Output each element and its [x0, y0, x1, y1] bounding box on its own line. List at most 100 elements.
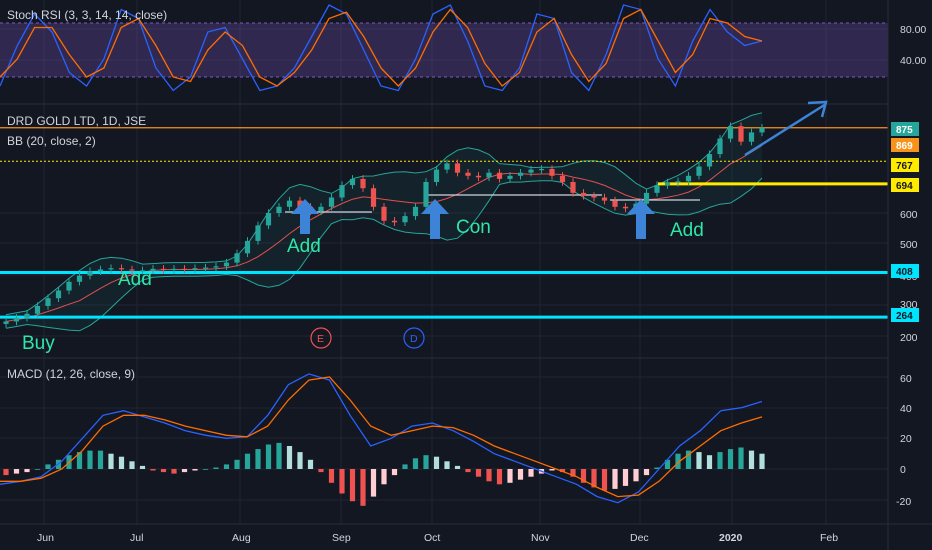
- price-tag-694: 694: [891, 178, 919, 192]
- stoch-rsi-pane[interactable]: Stoch RSI (3, 3, 14, 14, close) 80.00 40…: [0, 4, 926, 92]
- x-tick-dec: Dec: [630, 532, 649, 544]
- candle: [759, 124, 765, 137]
- price-tag-869: 869: [891, 138, 919, 152]
- dividend-event-marker[interactable]: D: [403, 327, 425, 349]
- candle: [276, 203, 282, 217]
- macd-histogram-bar: [664, 459, 671, 469]
- macd-histogram-bar: [87, 450, 93, 469]
- annotation-add: Add: [118, 269, 152, 290]
- price-tag-408: 408: [891, 264, 919, 278]
- bollinger-basis-line: [5, 144, 763, 322]
- macd-histogram-bar: [118, 456, 125, 469]
- macd-histogram-bar: [412, 458, 419, 469]
- candlesticks[interactable]: [3, 122, 765, 328]
- candle: [507, 172, 513, 183]
- candle: [370, 184, 377, 211]
- svg-text:875: 875: [896, 125, 913, 136]
- macd-histogram-bar: [402, 464, 408, 469]
- candle: [318, 203, 324, 216]
- x-tick-jul: Jul: [130, 532, 143, 544]
- macd-histogram-bar: [97, 450, 104, 469]
- candle: [591, 192, 597, 202]
- candle: [570, 178, 576, 197]
- macd-tick-minus-20: -20: [896, 496, 911, 508]
- svg-text:264: 264: [896, 311, 913, 322]
- candle: [538, 165, 545, 174]
- candle: [402, 212, 408, 227]
- price-tick-600: 600: [900, 209, 918, 221]
- macd-histogram-bar: [76, 452, 83, 469]
- x-tick-oct: Oct: [424, 532, 440, 544]
- candle: [391, 217, 398, 227]
- candle: [412, 203, 419, 220]
- macd-histogram-bar: [612, 469, 618, 489]
- macd-histogram-bar: [601, 469, 608, 491]
- svg-text:D: D: [410, 333, 418, 345]
- macd-histogram-bar: [255, 449, 261, 469]
- macd-histogram-bar: [370, 469, 377, 497]
- macd-signal-line: [0, 376, 763, 498]
- candle: [664, 178, 671, 189]
- macd-histogram-bar: [129, 461, 135, 469]
- macd-histogram-bar: [685, 450, 692, 469]
- candle: [622, 203, 629, 213]
- trend-line[interactable]: [744, 102, 827, 157]
- up-arrow-icon: [291, 199, 319, 234]
- candle: [654, 181, 660, 197]
- svg-text:694: 694: [896, 181, 913, 192]
- macd-histogram-bar: [559, 469, 566, 473]
- svg-text:408: 408: [896, 267, 913, 278]
- svg-text:767: 767: [896, 161, 913, 172]
- macd-histogram-bar: [706, 455, 713, 469]
- candle: [150, 265, 156, 275]
- candle: [286, 196, 293, 211]
- macd-histogram-bar: [433, 456, 440, 469]
- x-tick-2020: 2020: [719, 532, 743, 544]
- candle: [3, 317, 9, 328]
- candle: [202, 263, 209, 272]
- candle: [601, 193, 608, 205]
- candle: [181, 265, 188, 274]
- candle: [580, 189, 587, 200]
- candle: [66, 278, 72, 295]
- macd-histogram-bar: [171, 469, 177, 474]
- macd-histogram-bar: [108, 453, 114, 469]
- macd-histogram-bar: [517, 469, 524, 480]
- macd-histogram-bar: [486, 469, 492, 482]
- macd-histogram-bar: [234, 459, 240, 469]
- candle: [360, 175, 366, 192]
- candle: [454, 159, 461, 177]
- svg-text:E: E: [317, 333, 324, 345]
- candle: [171, 265, 177, 274]
- x-tick-sep: Sep: [332, 532, 351, 544]
- candle: [517, 168, 524, 180]
- macd-histogram-bar: [139, 465, 146, 469]
- macd-pane[interactable]: MACD (12, 26, close, 9) 60 40 20 0 -20: [0, 367, 912, 508]
- macd-histogram-bar: [381, 469, 387, 485]
- macd-histogram-bar: [307, 459, 314, 469]
- candle: [748, 128, 755, 146]
- macd-histogram-bar: [297, 452, 303, 469]
- macd-histogram-bar: [591, 469, 597, 488]
- macd-histogram-bar: [717, 452, 723, 469]
- macd-histogram-bar: [34, 469, 41, 470]
- macd-histogram-bar: [654, 467, 660, 469]
- macd-histogram-bar: [444, 461, 450, 469]
- candle: [475, 172, 482, 182]
- price-pane[interactable]: Buy Add Add Con Add E D DRD GOLD LTD, 1D…: [0, 100, 919, 354]
- price-tick-200: 200: [900, 332, 918, 344]
- macd-line: [0, 373, 763, 504]
- candle: [675, 177, 681, 187]
- candle: [87, 267, 93, 280]
- macd-histogram-bar: [454, 465, 461, 469]
- macd-histogram-bar: [675, 453, 681, 469]
- candle: [339, 181, 345, 202]
- macd-histogram-bar: [633, 469, 639, 482]
- candle: [55, 286, 62, 302]
- macd-tick-60: 60: [900, 373, 912, 385]
- macd-histogram-bar: [748, 450, 755, 469]
- earnings-event-marker[interactable]: E: [310, 327, 332, 349]
- time-axis[interactable]: Jun Jul Aug Sep Oct Nov Dec 2020 Feb: [37, 532, 838, 544]
- macd-histogram-bar: [160, 469, 167, 473]
